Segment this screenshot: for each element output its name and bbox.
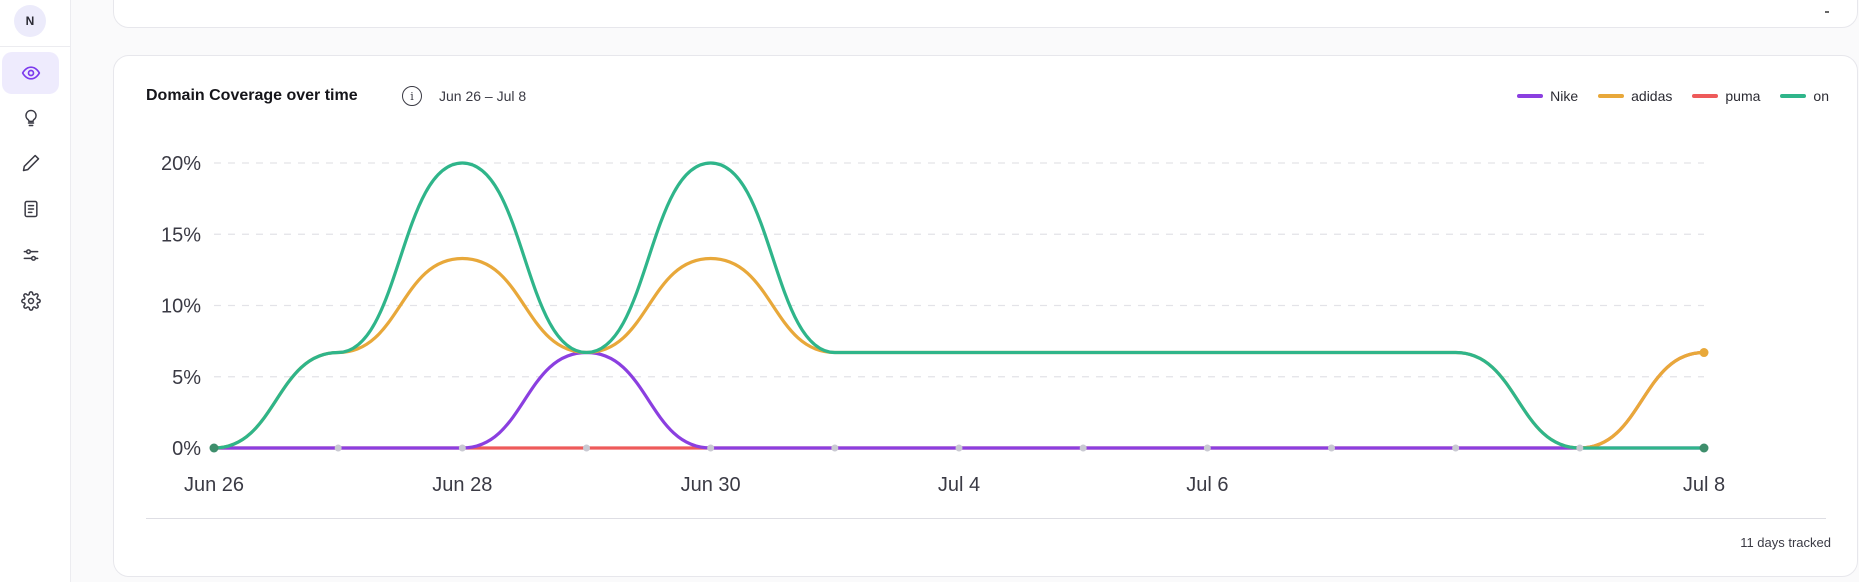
y-tick-label: 0%: [172, 438, 201, 460]
legend-swatch: [1517, 94, 1544, 98]
chart-legend: Nike adidas puma on: [1517, 88, 1829, 104]
legend-label: puma: [1725, 88, 1761, 104]
series-line-nike: [212, 350, 1706, 450]
data-point-marker: [707, 444, 715, 452]
lightbulb-icon: [24, 109, 37, 127]
gear-icon: [20, 291, 41, 311]
sidebar-item-reports[interactable]: [2, 188, 59, 230]
data-point-start: [209, 443, 219, 453]
data-point-marker: [1452, 444, 1460, 452]
avatar-initial: N: [25, 14, 35, 28]
data-point-marker: [334, 444, 342, 452]
x-axis-line: [146, 518, 1826, 519]
legend-item-adidas[interactable]: adidas: [1598, 88, 1672, 104]
sidebar: N: [0, 0, 71, 582]
document-icon: [23, 200, 38, 218]
sidebar-divider: [0, 46, 70, 47]
legend-item-nike[interactable]: Nike: [1517, 88, 1578, 104]
x-tick-label: Jun 28: [432, 474, 492, 496]
eye-icon: [21, 66, 40, 80]
date-range: Jun 26 – Jul 8: [439, 88, 527, 104]
sidebar-item-filters[interactable]: [2, 234, 59, 276]
legend-item-on[interactable]: on: [1780, 88, 1829, 104]
sidebar-item-settings[interactable]: [2, 280, 59, 322]
y-tick-label: 15%: [161, 224, 201, 246]
data-point-marker: [1576, 444, 1584, 452]
avatar[interactable]: N: [14, 5, 46, 37]
series-line-on: [212, 161, 1706, 450]
data-point-marker: [831, 444, 839, 452]
legend-item-puma[interactable]: puma: [1692, 88, 1760, 104]
y-tick-label: 10%: [161, 296, 201, 318]
x-tick-label: Jul 6: [1186, 474, 1228, 496]
x-tick-label: Jun 26: [184, 474, 244, 496]
x-tick-label: Jul 8: [1683, 474, 1725, 496]
previous-card: [113, 0, 1858, 28]
legend-swatch: [1780, 94, 1807, 98]
sidebar-item-edit[interactable]: [2, 142, 59, 184]
legend-label: on: [1813, 88, 1829, 104]
x-tick-label: Jun 30: [681, 474, 741, 496]
series-line-puma: [212, 350, 1706, 450]
chart-title: Domain Coverage over time: [146, 87, 358, 104]
legend-swatch: [1692, 94, 1719, 98]
sliders-icon: [23, 249, 38, 261]
sidebar-item-visibility[interactable]: [2, 52, 59, 94]
domain-coverage-card: Domain Coverage over time i Jun 26 – Jul…: [113, 55, 1858, 577]
data-point-marker: [583, 444, 590, 452]
days-tracked-note: 11 days tracked: [1740, 535, 1831, 550]
info-icon[interactable]: i: [402, 86, 422, 106]
data-point-marker: [1203, 444, 1211, 452]
sidebar-item-insights[interactable]: [2, 97, 59, 139]
legend-label: adidas: [1631, 88, 1673, 104]
data-point-marker: [955, 444, 963, 452]
data-point-marker: [1328, 444, 1335, 452]
data-point-end-on: [1699, 443, 1709, 453]
data-point-marker: [1079, 444, 1087, 452]
legend-label: Nike: [1550, 88, 1579, 104]
x-tick-label: Jul 4: [938, 474, 980, 496]
data-point-marker: [458, 444, 466, 452]
y-tick-label: 20%: [161, 153, 201, 175]
legend-swatch: [1598, 94, 1625, 98]
previous-card-marker: [1825, 11, 1829, 13]
coverage-line-chart: 0% 5% 10% 15% 20% Jun 26 Jun 28 Jun 30 Jul 4 Jul …: [161, 153, 1725, 496]
y-tick-label: 5%: [172, 367, 201, 389]
data-point-end-adidas: [1699, 348, 1709, 358]
pencil-icon: [22, 154, 39, 172]
